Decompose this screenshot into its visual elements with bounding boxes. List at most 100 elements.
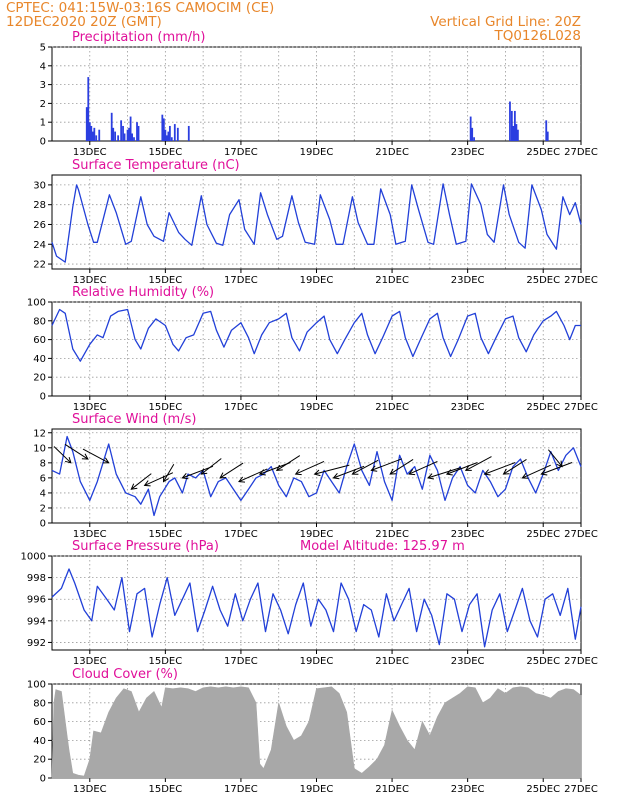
temperature-ytick-label: 30 — [33, 180, 46, 191]
precip-bar — [128, 127, 130, 141]
precip-bar — [95, 135, 98, 141]
humidity-ytick-label: 100 — [27, 298, 46, 309]
precip-bar — [131, 133, 134, 141]
humidity-date-label: 17DEC — [224, 402, 258, 413]
wind-arrow — [427, 467, 461, 479]
precip-bar — [187, 125, 190, 141]
cloud-date-label: 13DEC — [73, 784, 107, 795]
wind-ytick-label: 8 — [40, 458, 46, 469]
temperature-date-label: 21DEC — [375, 275, 409, 286]
humidity-date-label: 25DEC — [526, 402, 560, 413]
wind-date-label: 15DEC — [148, 529, 182, 540]
precip-bar — [120, 120, 123, 141]
wind-arrow-head — [102, 457, 110, 464]
precipitation-ytick-label: 0 — [40, 137, 46, 148]
wind-arrow-head — [81, 453, 89, 460]
precipitation-date-label: 15DEC — [148, 147, 182, 158]
wind-date-label: 21DEC — [375, 529, 409, 540]
precipitation-date-label: 17DEC — [224, 147, 258, 158]
wind-arrow-head — [540, 469, 548, 476]
cloud-date-label: 15DEC — [148, 784, 182, 795]
cloud-date-label: 19DEC — [300, 784, 334, 795]
precip-bar — [509, 101, 511, 141]
wind-arrow-head — [143, 480, 151, 487]
temperature-date-label: 15DEC — [148, 275, 182, 286]
cloud-date-label: 21DEC — [375, 784, 409, 795]
wind-arrow-head — [275, 464, 283, 471]
wind-arrow-head — [445, 469, 453, 476]
pressure-ytick-label: 992 — [27, 638, 46, 649]
pressure-date-label: 19DEC — [300, 656, 334, 667]
precip-bar — [122, 125, 124, 141]
precip-bar — [513, 110, 516, 141]
wind-arrow — [465, 456, 492, 471]
precip-bar — [98, 129, 101, 141]
wind-arrow-head — [389, 468, 397, 475]
run-date: 12DEC2020 20Z (GMT) — [6, 14, 162, 30]
precip-bar — [133, 137, 135, 141]
precipitation-date-label: 27DEC — [564, 147, 598, 158]
precip-bar — [93, 127, 96, 141]
station-info: CPTEC: 041:15W-03:16S CAMOCIM (CE) — [6, 0, 275, 16]
wind-ytick-label: 0 — [40, 519, 46, 530]
precip-bar — [161, 114, 164, 141]
wind-ytick-label: 2 — [40, 503, 46, 514]
model-id: TQ0126L028 — [494, 28, 581, 44]
wind-arrow — [333, 465, 365, 479]
cloud-ytick-label: 0 — [40, 774, 46, 785]
wind-arrow — [295, 460, 325, 475]
wind-arrow-head — [332, 472, 340, 480]
temperature-frame — [51, 174, 582, 270]
wind-arrow — [503, 458, 527, 475]
wind-date-label: 17DEC — [224, 529, 258, 540]
cloud-ytick-label: 80 — [33, 698, 46, 709]
wind-arrow — [276, 455, 301, 471]
precip-bar — [162, 118, 165, 141]
humidity-date-label: 19DEC — [300, 402, 334, 413]
precip-bar — [87, 77, 90, 141]
wind-arrow-head — [258, 469, 266, 476]
cloud-ytick-label: 20 — [33, 755, 46, 766]
pressure-date-label: 25DEC — [526, 656, 560, 667]
wind-arrow-head — [483, 469, 491, 476]
wind-arrow — [64, 443, 89, 460]
precipitation-ytick-label: 5 — [40, 43, 46, 54]
precipitation-date-label: 13DEC — [73, 147, 107, 158]
precip-bar — [168, 125, 171, 141]
cloud-title: Cloud Cover (%) — [72, 667, 178, 682]
precip-bar — [165, 135, 168, 141]
precipitation-ytick-label: 1 — [40, 118, 46, 129]
temperature-series-line — [51, 183, 582, 263]
wind-arrow — [541, 462, 573, 475]
wind-arrow — [548, 449, 563, 467]
precip-bar — [112, 127, 115, 141]
humidity-date-label: 13DEC — [73, 402, 107, 413]
humidity-ytick-label: 60 — [33, 335, 46, 346]
pressure-date-label: 27DEC — [564, 656, 598, 667]
precip-bar — [515, 124, 518, 141]
pressure-date-label: 15DEC — [148, 656, 182, 667]
temperature-date-label: 25DEC — [526, 275, 560, 286]
humidity-date-label: 27DEC — [564, 402, 598, 413]
precip-bar — [164, 129, 167, 141]
precipitation-date-label: 23DEC — [451, 147, 485, 158]
cloud-date-label: 23DEC — [451, 784, 485, 795]
precip-bar — [469, 116, 472, 141]
wind-date-label: 27DEC — [564, 529, 598, 540]
wind-arrow-head — [294, 469, 302, 476]
wind-arrow-head — [427, 473, 434, 480]
pressure-ytick-label: 996 — [27, 595, 46, 606]
precip-bar — [176, 127, 179, 141]
wind-arrow — [53, 446, 72, 464]
wind-arrow-head — [370, 465, 378, 472]
wind-arrow — [200, 458, 222, 475]
pressure-ytick-label: 998 — [27, 573, 46, 584]
pressure-date-label: 23DEC — [451, 656, 485, 667]
precipitation-date-label: 25DEC — [526, 147, 560, 158]
precipitation-ytick-label: 4 — [40, 61, 46, 72]
wind-arrow — [182, 465, 214, 479]
wind-date-label: 23DEC — [451, 529, 485, 540]
precip-bar — [126, 129, 129, 141]
pressure-date-label: 21DEC — [375, 656, 409, 667]
